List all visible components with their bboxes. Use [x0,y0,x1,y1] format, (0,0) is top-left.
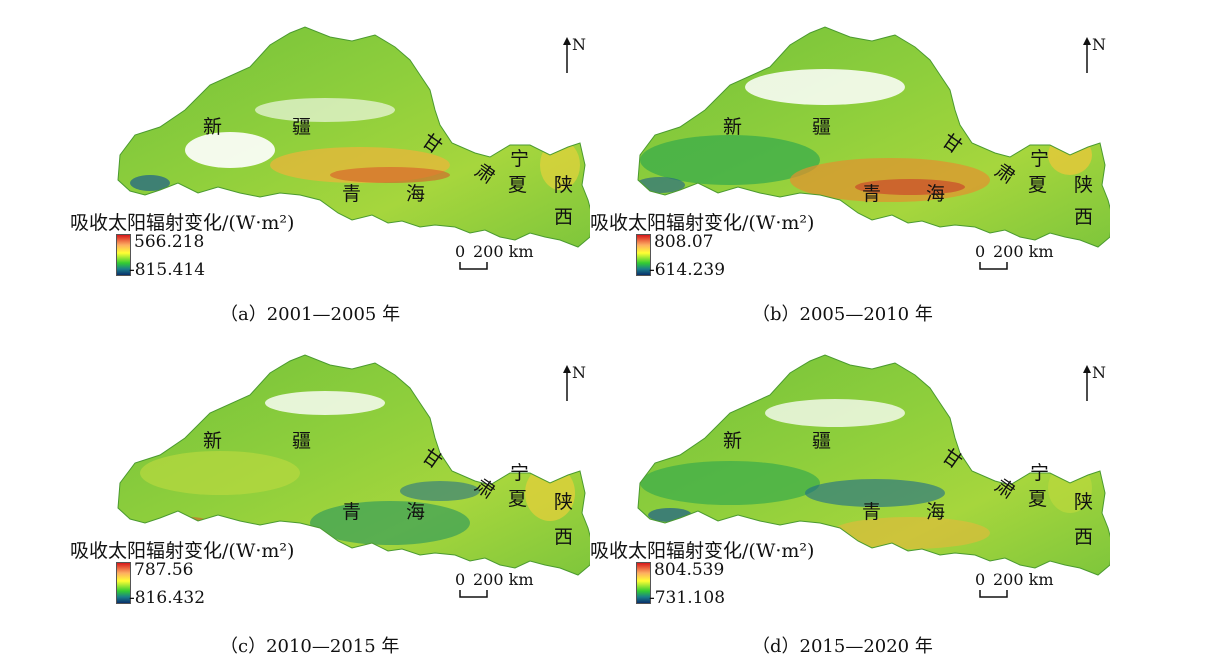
legend-color-ramp [636,562,651,604]
north-label: N [1092,363,1106,382]
label-shan: 陕 [554,491,574,513]
north-label: N [572,363,586,382]
label-shan: 陕 [1074,491,1094,513]
legend-min-value: -614.239 [649,260,726,280]
legend-title: 吸收太阳辐射变化/(W·m²) [70,540,295,562]
scale-distance: 200 km [473,242,534,261]
label-hai: 海 [926,501,946,523]
north-arrow: N [562,35,592,75]
label-qing: 青 [342,501,362,523]
label-qing: 青 [342,183,362,205]
legend-color-ramp [116,562,131,604]
raster-map [637,26,1110,248]
scale-distance: 200 km [993,242,1054,261]
label-jiang: 疆 [812,116,832,138]
label-hai: 海 [926,183,946,205]
map-panel-d: 新 疆 甘 肃 青 海 宁 夏 陕 西 N 0 200 km 吸收太阳辐射变化/… [590,338,1112,657]
legend-max-value: 566.218 [134,232,205,252]
legend-max-value: 808.07 [654,232,714,252]
legend-title: 吸收太阳辐射变化/(W·m²) [70,212,295,234]
north-arrow: N [1082,35,1112,75]
legend-min-value: -731.108 [649,588,726,608]
scale-bar-line [459,590,488,598]
label-jiang: 疆 [292,430,312,452]
panel-caption: （a）2001—2005 年 [220,304,401,325]
label-ning: 宁 [510,148,530,170]
label-shan: 陕 [1074,174,1094,196]
north-arrow: N [562,363,592,403]
label-ning: 宁 [510,462,530,484]
label-ning: 宁 [1030,148,1050,170]
north-label: N [572,35,586,54]
scale-distance: 200 km [993,570,1054,589]
scale-bar: 0 200 km [455,242,565,282]
label-xi: 西 [1074,526,1094,548]
label-jiang: 疆 [292,116,312,138]
legend-min-value: -816.432 [129,588,206,608]
scale-bar-line [459,262,488,270]
label-jiang: 疆 [812,430,832,452]
label-xia: 夏 [1028,174,1048,196]
map-panel-c: 新 疆 甘 肃 青 海 宁 夏 陕 西 N 0 200 km 吸收太阳辐射变化/… [70,338,592,657]
scale-bar-line [979,590,1008,598]
label-xia: 夏 [508,174,528,196]
legend-title: 吸收太阳辐射变化/(W·m²) [590,540,815,562]
label-shan: 陕 [554,174,574,196]
map-panel-b: 新 疆 甘 肃 青 海 宁 夏 陕 西 N 0 200 km 吸收太阳辐射变化/… [590,10,1112,325]
scale-zero: 0 [975,570,986,589]
label-xin: 新 [723,116,743,138]
scale-zero: 0 [455,242,466,261]
label-qing: 青 [862,501,882,523]
panel-caption: （d）2015—2020 年 [752,636,933,657]
legend-color-ramp [116,234,131,276]
north-arrow-icon [563,365,571,401]
north-arrow: N [1082,363,1112,403]
scale-zero: 0 [975,242,986,261]
legend-max-value: 787.56 [134,560,194,580]
map-panel-a: 新 疆 甘 肃 青 海 宁 夏 陕 西 N 0 200 km 吸收太阳辐射变化/… [70,10,592,325]
panel-caption: （c）2010—2015 年 [220,636,400,657]
label-xin: 新 [203,430,223,452]
legend-title: 吸收太阳辐射变化/(W·m²) [590,212,815,234]
raster-map [637,354,1110,576]
scale-zero: 0 [455,570,466,589]
north-arrow-icon [1083,37,1091,73]
label-xia: 夏 [1028,488,1048,510]
north-arrow-icon [1083,365,1091,401]
label-xin: 新 [723,430,743,452]
label-hai: 海 [406,501,426,523]
label-hai: 海 [406,183,426,205]
label-ning: 宁 [1030,462,1050,484]
label-xi: 西 [1074,206,1094,228]
panel-caption: （b）2005—2010 年 [752,304,933,325]
scale-distance: 200 km [473,570,534,589]
label-xia: 夏 [508,488,528,510]
label-qing: 青 [862,183,882,205]
scale-bar: 0 200 km [975,570,1085,610]
scale-bar: 0 200 km [455,570,565,610]
label-xi: 西 [554,206,574,228]
north-label: N [1092,35,1106,54]
legend-min-value: -815.414 [129,260,206,280]
scale-bar: 0 200 km [975,242,1085,282]
label-xin: 新 [203,116,223,138]
scale-bar-line [979,262,1008,270]
north-arrow-icon [563,37,571,73]
legend-max-value: 804.539 [654,560,725,580]
raster-map [117,26,590,248]
raster-map [117,354,590,576]
legend-color-ramp [636,234,651,276]
label-xi: 西 [554,526,574,548]
